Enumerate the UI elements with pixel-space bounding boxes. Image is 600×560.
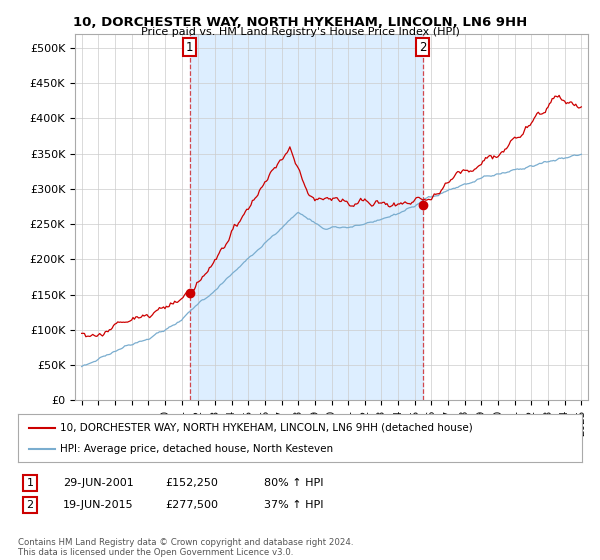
Text: 1: 1 [186,40,194,54]
Text: 29-JUN-2001: 29-JUN-2001 [63,478,134,488]
Text: 80% ↑ HPI: 80% ↑ HPI [264,478,323,488]
FancyBboxPatch shape [416,38,429,56]
Text: Contains HM Land Registry data © Crown copyright and database right 2024.
This d: Contains HM Land Registry data © Crown c… [18,538,353,557]
Text: 19-JUN-2015: 19-JUN-2015 [63,500,134,510]
Text: 2: 2 [26,500,34,510]
Bar [190,34,422,400]
Text: 10, DORCHESTER WAY, NORTH HYKEHAM, LINCOLN, LN6 9HH: 10, DORCHESTER WAY, NORTH HYKEHAM, LINCO… [73,16,527,29]
Text: 37% ↑ HPI: 37% ↑ HPI [264,500,323,510]
Text: £152,250: £152,250 [165,478,218,488]
Text: 1: 1 [26,478,34,488]
Text: £277,500: £277,500 [165,500,218,510]
Text: HPI: Average price, detached house, North Kesteven: HPI: Average price, detached house, Nort… [60,444,334,454]
FancyBboxPatch shape [184,38,196,56]
Text: 10, DORCHESTER WAY, NORTH HYKEHAM, LINCOLN, LN6 9HH (detached house): 10, DORCHESTER WAY, NORTH HYKEHAM, LINCO… [60,423,473,433]
Text: Price paid vs. HM Land Registry's House Price Index (HPI): Price paid vs. HM Land Registry's House … [140,27,460,37]
Text: 2: 2 [419,40,427,54]
